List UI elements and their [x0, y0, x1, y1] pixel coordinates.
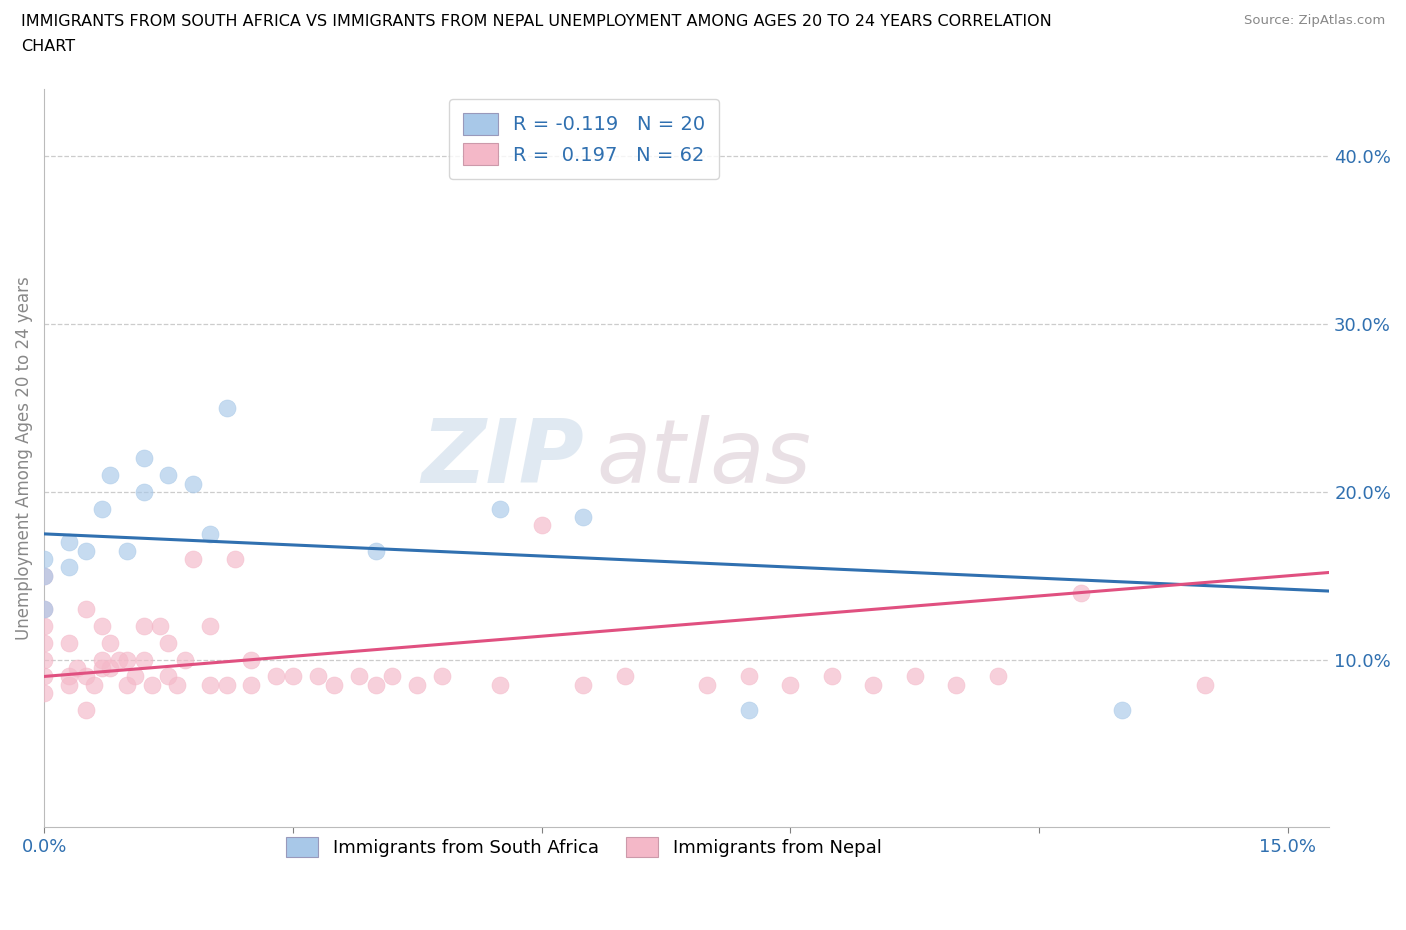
Point [141, 677, 163, 692]
Point [115, 677, 138, 692]
Point [58, 560, 80, 575]
Point [364, 543, 387, 558]
Point [987, 669, 1010, 684]
Point [215, 677, 238, 692]
Text: atlas: atlas [596, 416, 811, 501]
Point [1194, 677, 1216, 692]
Point [696, 677, 718, 692]
Point [124, 669, 146, 684]
Point [323, 677, 346, 692]
Point [132, 618, 155, 633]
Point [240, 652, 263, 667]
Point [32, 652, 55, 667]
Point [75, 702, 97, 717]
Point [32, 568, 55, 583]
Point [572, 510, 595, 525]
Point [224, 551, 246, 566]
Point [91, 618, 114, 633]
Point [572, 677, 595, 692]
Legend: Immigrants from South Africa, Immigrants from Nepal: Immigrants from South Africa, Immigrants… [273, 824, 894, 870]
Text: IMMIGRANTS FROM SOUTH AFRICA VS IMMIGRANTS FROM NEPAL UNEMPLOYMENT AMONG AGES 20: IMMIGRANTS FROM SOUTH AFRICA VS IMMIGRAN… [21, 14, 1052, 29]
Point [157, 468, 180, 483]
Point [91, 660, 114, 675]
Point [215, 401, 238, 416]
Point [307, 669, 329, 684]
Point [174, 652, 197, 667]
Point [738, 702, 761, 717]
Point [115, 652, 138, 667]
Text: Source: ZipAtlas.com: Source: ZipAtlas.com [1244, 14, 1385, 27]
Point [32, 635, 55, 650]
Point [530, 518, 553, 533]
Point [100, 468, 122, 483]
Point [32, 602, 55, 617]
Point [183, 551, 205, 566]
Point [264, 669, 287, 684]
Point [821, 669, 844, 684]
Point [91, 501, 114, 516]
Point [613, 669, 636, 684]
Point [1111, 702, 1133, 717]
Point [945, 677, 967, 692]
Point [58, 635, 80, 650]
Text: CHART: CHART [21, 39, 75, 54]
Point [132, 485, 155, 499]
Point [66, 660, 89, 675]
Point [430, 669, 453, 684]
Point [157, 635, 180, 650]
Point [904, 669, 927, 684]
Point [32, 669, 55, 684]
Point [489, 501, 512, 516]
Point [489, 677, 512, 692]
Point [157, 669, 180, 684]
Point [1070, 585, 1092, 600]
Point [75, 669, 97, 684]
Point [738, 669, 761, 684]
Point [364, 677, 387, 692]
Point [32, 551, 55, 566]
Point [198, 618, 221, 633]
Point [166, 677, 188, 692]
Point [406, 677, 429, 692]
Point [75, 602, 97, 617]
Point [862, 677, 884, 692]
Point [58, 535, 80, 550]
Point [100, 635, 122, 650]
Point [779, 677, 801, 692]
Point [132, 652, 155, 667]
Point [198, 526, 221, 541]
Text: ZIP: ZIP [422, 415, 583, 502]
Point [198, 677, 221, 692]
Y-axis label: Unemployment Among Ages 20 to 24 years: Unemployment Among Ages 20 to 24 years [15, 276, 32, 640]
Point [75, 543, 97, 558]
Point [132, 451, 155, 466]
Point [32, 685, 55, 700]
Point [183, 476, 205, 491]
Point [107, 652, 129, 667]
Point [32, 568, 55, 583]
Point [381, 669, 404, 684]
Point [32, 602, 55, 617]
Point [100, 660, 122, 675]
Point [281, 669, 304, 684]
Point [58, 669, 80, 684]
Point [347, 669, 370, 684]
Point [149, 618, 172, 633]
Point [115, 543, 138, 558]
Point [83, 677, 105, 692]
Point [91, 652, 114, 667]
Point [58, 677, 80, 692]
Point [240, 677, 263, 692]
Point [32, 618, 55, 633]
